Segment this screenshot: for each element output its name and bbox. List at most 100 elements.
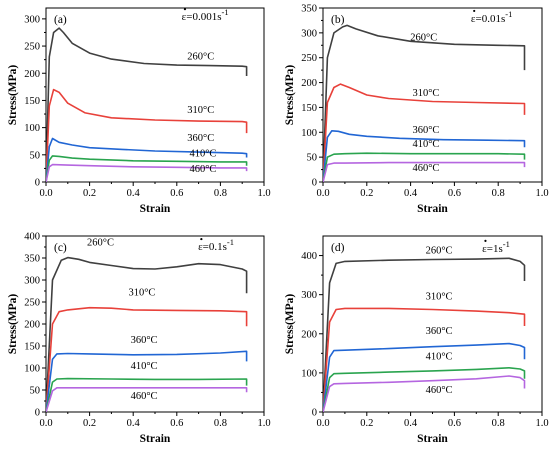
series-line-260c [46, 256, 248, 412]
curve-label: 460°C [412, 163, 439, 174]
x-tick-label: 0.0 [316, 188, 329, 199]
y-tick-label: 400 [24, 232, 40, 243]
curve-label: 310°C [426, 291, 453, 302]
x-tick-label: 1.0 [257, 418, 270, 429]
series-line-310c [46, 88, 248, 182]
y-tick-label: 250 [24, 42, 40, 53]
y-tick-label: 150 [24, 96, 40, 107]
y-tick-label: 200 [24, 320, 40, 331]
series-line-310c [323, 83, 526, 182]
y-tick-label: 300 [301, 28, 317, 39]
x-tick-label: 1.0 [257, 188, 270, 199]
curve-label: 460°C [131, 391, 158, 402]
y-axis-title: Stress(MPa) [7, 294, 19, 355]
series-line-260c [323, 24, 526, 182]
y-tick-label: 300 [301, 290, 317, 301]
y-tick-label: 350 [24, 254, 40, 265]
y-tick-label: 0 [35, 178, 40, 189]
x-tick-label: 1.0 [535, 418, 548, 429]
strain-rate-dot [473, 9, 476, 13]
curve-label: 410°C [412, 139, 439, 150]
chart-panel-0: 0.0 0.2 0.4 0.6 0.8 1.0 0 50 100 150 200 250 300 Stra… [7, 7, 271, 215]
x-tick-label: 0.2 [360, 188, 373, 199]
x-tick-label: 1.0 [535, 188, 548, 199]
x-axis-title: Strain [417, 433, 448, 445]
y-axis-title: Stress(MPa) [284, 294, 296, 355]
x-tick-label: 0.4 [127, 188, 141, 199]
series-group [323, 24, 526, 182]
x-tick-label: 0.8 [214, 188, 227, 199]
series-line-360c [46, 350, 248, 412]
curve-label: 310°C [128, 287, 155, 298]
curve-label: 360°C [131, 335, 158, 346]
series-line-360c [46, 137, 248, 182]
y-axis-title: Stress(MPa) [284, 65, 296, 126]
x-tick-label: 0.8 [492, 188, 505, 199]
series-line-460c [46, 163, 248, 182]
series-line-410c [46, 377, 248, 412]
series-line-260c [323, 257, 526, 412]
series-line-260c [46, 27, 248, 182]
y-tick-label: 300 [24, 276, 40, 287]
y-tick-label: 100 [301, 368, 317, 379]
curve-label: 460°C [189, 164, 216, 175]
curve-label: 310°C [412, 88, 439, 99]
x-tick-label: 0.4 [404, 188, 418, 199]
y-tick-label: 100 [24, 364, 40, 375]
y-tick-label: 150 [301, 103, 317, 114]
y-tick-label: 0 [312, 178, 317, 189]
y-tick-label: 250 [24, 298, 40, 309]
curve-label: 360°C [412, 125, 439, 136]
series-group [46, 27, 248, 182]
x-tick-label: 0.6 [170, 188, 183, 199]
curve-label: 310°C [187, 105, 214, 116]
plot-frame [45, 7, 265, 183]
strain-rate-label: ε=0.001s-1 [182, 7, 229, 23]
panel-label: (a) [54, 14, 67, 26]
chart-panel-3: 0.0 0.2 0.4 0.6 0.8 1.0 0 100 200 300 400 Strain Str… [284, 235, 549, 445]
strain-rate-label: ε=0.01s-1 [471, 9, 512, 25]
y-tick-label: 150 [24, 342, 40, 353]
x-tick-label: 0.2 [83, 188, 96, 199]
curve-label: 260°C [187, 52, 214, 63]
strain-rate-label: ε=0.1s-1 [198, 237, 234, 253]
curve-label: 260°C [426, 246, 453, 257]
series-line-410c [46, 155, 248, 182]
y-tick-label: 200 [301, 78, 317, 89]
x-tick-label: 0.4 [404, 418, 418, 429]
series-line-410c [323, 152, 526, 182]
y-tick-label: 0 [35, 408, 40, 419]
series-group [46, 256, 248, 412]
strain-rate-exponent: -1 [505, 9, 512, 19]
series-line-410c [323, 366, 526, 412]
panel-label: (b) [331, 14, 345, 26]
curve-label: 410°C [426, 352, 453, 363]
series-line-460c [46, 386, 248, 412]
curve-label: 360°C [426, 326, 453, 337]
x-tick-label: 0.0 [39, 188, 52, 199]
series-group [323, 257, 526, 412]
strain-rate-text: ε=1s [482, 243, 503, 255]
x-tick-label: 0.8 [214, 418, 227, 429]
strain-rate-label: ε=1s-1 [482, 239, 510, 255]
y-tick-label: 200 [301, 329, 317, 340]
curve-label: 260°C [410, 32, 437, 43]
curve-label: 410°C [189, 148, 216, 159]
x-tick-label: 0.6 [448, 188, 461, 199]
y-tick-label: 0 [312, 408, 317, 419]
y-tick-label: 100 [301, 128, 317, 139]
panel-label: (c) [54, 242, 67, 254]
y-tick-label: 400 [301, 251, 317, 262]
y-tick-label: 350 [301, 4, 317, 15]
series-line-310c [323, 307, 526, 412]
curve-label: 410°C [131, 361, 158, 372]
strain-rate-text: ε=0.001s [182, 11, 222, 23]
strain-rate-exponent: -1 [222, 7, 229, 17]
strain-rate-text: ε=0.1s [198, 241, 227, 253]
x-tick-label: 0.6 [448, 418, 461, 429]
x-tick-label: 0.4 [127, 418, 141, 429]
series-line-460c [323, 375, 526, 412]
x-tick-label: 0.2 [83, 418, 96, 429]
y-tick-label: 250 [301, 53, 317, 64]
